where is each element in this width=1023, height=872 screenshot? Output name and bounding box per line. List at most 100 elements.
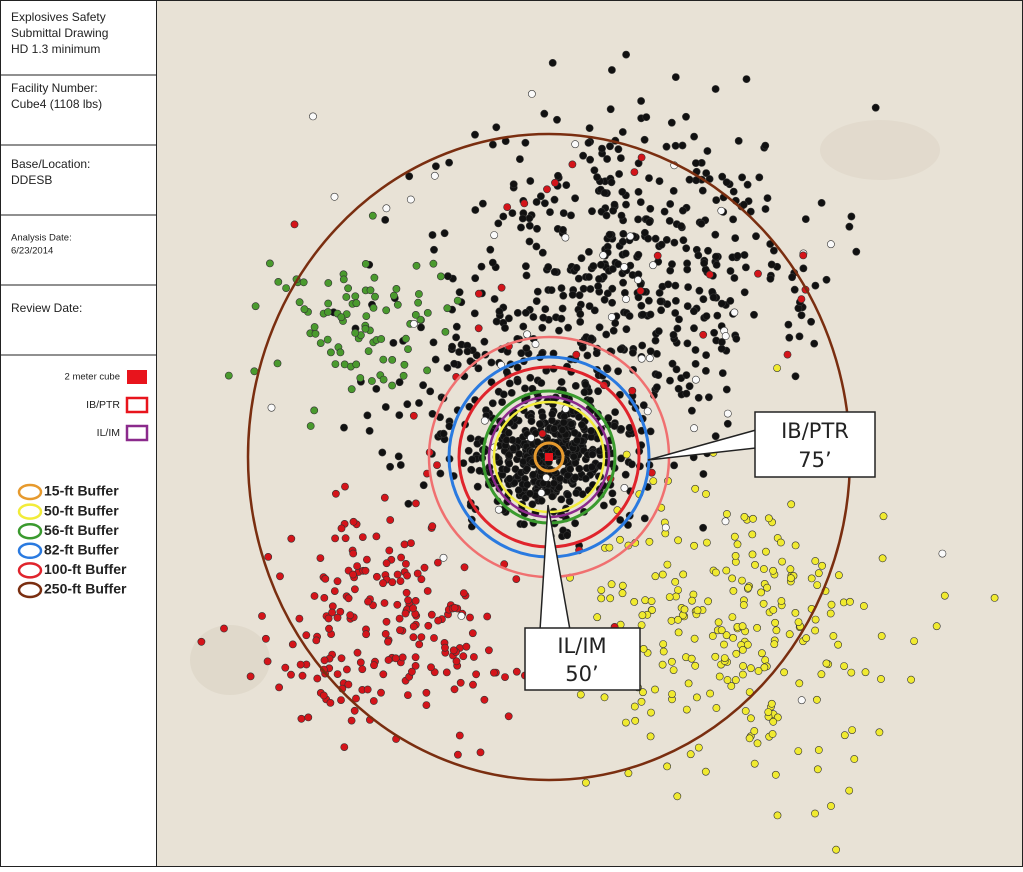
fragment: [739, 601, 748, 609]
fragment: [619, 229, 628, 238]
fragment: [340, 423, 348, 432]
fragment: [456, 678, 465, 687]
fragment: [753, 624, 761, 632]
fragment: [296, 660, 305, 669]
fragment: [557, 314, 566, 323]
fragment: [813, 765, 822, 774]
fragment: [557, 378, 566, 386]
fragment: [399, 371, 408, 380]
fragment: [651, 234, 660, 243]
fragment: [617, 424, 625, 433]
fragment: [295, 298, 304, 307]
fragment: [578, 343, 587, 352]
legend-label: 15-ft Buffer: [44, 483, 119, 499]
fragment: [729, 587, 738, 595]
fragment: [684, 679, 693, 688]
legend-swatch: [127, 370, 147, 384]
fragment: [337, 696, 345, 704]
fragment: [562, 181, 571, 189]
fragment: [587, 426, 595, 435]
fragment: [814, 569, 823, 578]
fragment: [730, 532, 739, 541]
fragment: [504, 712, 513, 721]
fragment: [395, 378, 404, 387]
fragment: [439, 429, 448, 438]
fragment: [377, 688, 385, 697]
fragment: [731, 676, 740, 684]
fragment: [344, 680, 353, 689]
fragment: [720, 640, 728, 649]
fragment: [522, 271, 531, 280]
fragment: [827, 600, 836, 609]
fragment: [361, 324, 370, 333]
fragment: [429, 338, 438, 347]
fragment: [590, 306, 599, 315]
fragment: [682, 112, 690, 121]
fragment: [637, 354, 646, 363]
fragment: [473, 482, 482, 491]
fragment: [586, 155, 594, 164]
fragment: [663, 762, 671, 771]
fragment: [717, 206, 726, 215]
fragment: [634, 293, 643, 302]
fragment: [835, 571, 843, 580]
fragment: [683, 265, 692, 274]
fragment: [742, 75, 751, 83]
fragment: [739, 670, 747, 679]
fragment: [409, 411, 418, 420]
fragment: [389, 291, 398, 300]
fragment: [771, 770, 780, 779]
fragment: [380, 599, 389, 607]
fragment: [415, 399, 423, 407]
fragment: [508, 209, 517, 217]
fragment: [507, 388, 516, 397]
fragment: [585, 124, 594, 133]
fragment: [588, 463, 596, 471]
field-label: Facility Number:: [11, 81, 98, 95]
fragment: [547, 286, 556, 294]
fragment: [662, 142, 671, 151]
fragment: [472, 670, 480, 679]
fragment: [365, 426, 374, 435]
legend-ring: [17, 483, 43, 501]
fragment: [743, 640, 752, 649]
fragment: [733, 251, 742, 260]
fragment: [393, 600, 402, 609]
fragment: [642, 113, 651, 121]
fragment: [557, 284, 566, 292]
fragment: [729, 187, 738, 196]
fragment: [769, 717, 778, 726]
fragment: [726, 267, 735, 275]
fragment: [760, 565, 768, 573]
fragment: [643, 407, 652, 416]
legend-label: 82-ft Buffer: [44, 542, 119, 558]
fragment: [428, 231, 437, 239]
fragment: [762, 547, 770, 556]
legend-ring: [17, 522, 43, 540]
fragment: [409, 633, 418, 642]
fragment: [584, 138, 593, 147]
fragment: [738, 646, 747, 654]
fragment: [807, 317, 815, 326]
fragment: [377, 335, 386, 343]
fragment: [298, 671, 307, 680]
fragment: [548, 492, 557, 501]
fragment: [546, 208, 554, 216]
fragment: [646, 310, 655, 319]
fragment: [758, 649, 766, 658]
fragment: [571, 194, 579, 203]
fragment: [671, 281, 680, 290]
fragment: [712, 260, 721, 269]
fragment: [468, 455, 477, 464]
fragment: [691, 484, 700, 493]
fragment: [692, 159, 700, 167]
fragment: [452, 333, 460, 342]
fragment: [573, 436, 581, 445]
fragment: [392, 284, 401, 293]
fragment: [551, 178, 559, 187]
callout-text: 50’: [565, 662, 598, 686]
legend-label: 2 meter cube: [65, 372, 120, 383]
fragment: [581, 474, 590, 483]
fragment: [660, 207, 669, 216]
fragment: [773, 811, 782, 820]
